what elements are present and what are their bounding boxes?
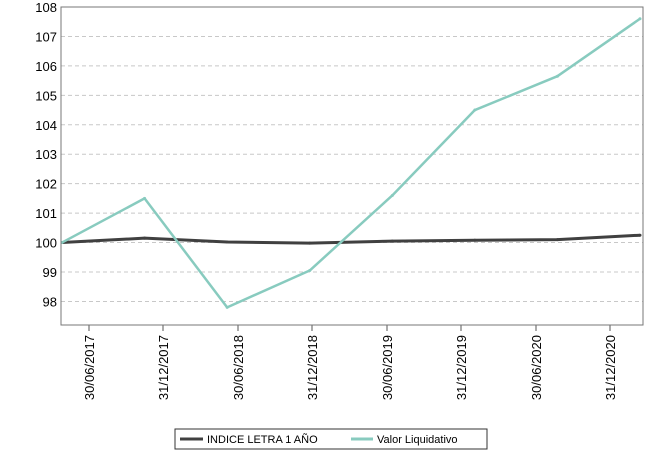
series-lines bbox=[60, 17, 642, 309]
x-tick-label: 31/12/2018 bbox=[305, 335, 320, 400]
legend: INDICE LETRA 1 AÑO Valor Liquidativo bbox=[174, 428, 488, 450]
y-tick-label: 105 bbox=[35, 88, 57, 103]
x-tick-label: 30/06/2019 bbox=[380, 335, 395, 400]
data-point bbox=[638, 233, 642, 237]
legend-box bbox=[174, 428, 488, 450]
y-tick-label: 106 bbox=[35, 59, 57, 74]
y-tick-label: 104 bbox=[35, 118, 57, 133]
plot-area-frame bbox=[60, 6, 644, 326]
y-tick-label: 100 bbox=[35, 236, 57, 251]
grid-lines bbox=[61, 6, 643, 302]
data-point bbox=[390, 239, 394, 243]
y-tick-label: 103 bbox=[35, 147, 57, 162]
x-ticks bbox=[88, 325, 611, 331]
x-tick-label: 31/12/2019 bbox=[454, 335, 469, 400]
data-point bbox=[473, 108, 477, 112]
y-tick-label: 102 bbox=[35, 177, 57, 192]
legend-label-indice: INDICE LETRA 1 AÑO bbox=[207, 433, 318, 446]
data-point bbox=[225, 240, 229, 244]
y-axis-labels: 98 99 100 101 102 103 104 105 106 107 108 bbox=[35, 0, 57, 309]
x-tick-label: 31/12/2020 bbox=[603, 335, 618, 400]
data-point bbox=[308, 269, 312, 273]
x-tick-label: 30/06/2020 bbox=[529, 335, 544, 400]
data-point bbox=[555, 238, 559, 242]
data-point bbox=[473, 238, 477, 242]
y-tick-label: 101 bbox=[35, 206, 57, 221]
data-point bbox=[555, 74, 559, 78]
series-line-1 bbox=[61, 17, 641, 309]
data-point bbox=[143, 236, 147, 240]
x-tick-label: 30/06/2018 bbox=[231, 335, 246, 400]
x-axis-labels: 30/06/2017 31/12/2017 30/06/2018 31/12/2018… bbox=[82, 335, 618, 400]
y-tick-label: 99 bbox=[43, 265, 57, 280]
data-point bbox=[638, 17, 642, 21]
legend-label-valor: Valor Liquidativo bbox=[377, 434, 458, 446]
data-point bbox=[308, 241, 312, 245]
x-tick-label: 30/06/2017 bbox=[82, 335, 97, 400]
x-tick-label: 31/12/2017 bbox=[156, 335, 171, 400]
data-point bbox=[225, 305, 229, 309]
y-tick-label: 108 bbox=[35, 0, 57, 15]
data-point bbox=[143, 196, 147, 200]
series-line-0 bbox=[61, 233, 641, 245]
data-point bbox=[390, 193, 394, 197]
y-tick-label: 107 bbox=[35, 29, 57, 44]
y-tick-label: 98 bbox=[43, 294, 57, 309]
